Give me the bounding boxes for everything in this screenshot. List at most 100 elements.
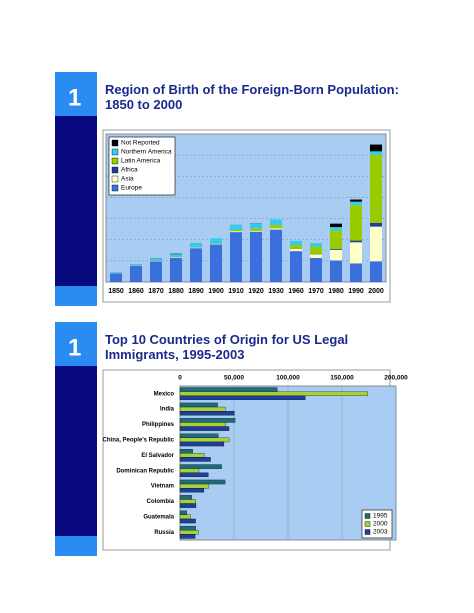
x-tick-label: 1980 — [328, 288, 344, 295]
bar — [179, 525, 196, 531]
bar — [179, 514, 191, 520]
bar-segment — [310, 254, 322, 258]
bar-segment — [190, 243, 202, 248]
legend-swatch — [364, 513, 371, 519]
bar — [179, 499, 196, 504]
bar — [179, 426, 230, 431]
bar-segment — [270, 219, 282, 225]
bar — [179, 518, 196, 524]
bar-segment — [270, 229, 282, 282]
legend-swatch — [111, 148, 119, 156]
bar — [179, 503, 197, 508]
bar-segment — [350, 205, 362, 241]
bar-segment — [370, 226, 382, 262]
x-tick-label: 1970 — [308, 288, 324, 295]
badge — [55, 330, 97, 366]
legend-swatch — [111, 157, 119, 165]
bar — [179, 406, 226, 412]
bar-segment — [250, 223, 262, 229]
bar — [179, 464, 222, 469]
x-tick-label: 1960 — [288, 288, 304, 295]
bar-segment — [350, 199, 362, 202]
x-tick-label: 1930 — [268, 288, 284, 295]
bar-segment — [250, 231, 262, 282]
bar-segment — [350, 201, 362, 206]
bar — [179, 453, 205, 458]
bar-segment — [310, 243, 322, 247]
x-tick-label: 100,000 — [276, 375, 300, 382]
bar-segment — [230, 232, 242, 282]
bar — [179, 510, 187, 515]
badge-top — [55, 322, 97, 330]
bar-segment — [370, 144, 382, 152]
bar-segment — [290, 240, 302, 246]
bar-segment — [270, 228, 282, 230]
bar-segment — [330, 223, 342, 228]
y-tick-label: China, People's Republic — [103, 437, 175, 443]
legend-label: Asia — [121, 176, 134, 183]
x-tick-label: 1850 — [108, 288, 124, 295]
bar-segment — [150, 258, 162, 261]
x-tick-label: 1990 — [348, 288, 364, 295]
bar-segment — [330, 260, 342, 282]
y-tick-label: Colombia — [147, 499, 175, 505]
bar-segment — [370, 222, 382, 227]
x-tick-label: 1890 — [188, 288, 204, 295]
legend-box — [108, 136, 176, 196]
bar — [179, 387, 278, 392]
badge-number: 1 — [68, 84, 81, 111]
bar-segment — [110, 273, 122, 282]
badge — [55, 80, 97, 116]
y-tick-label: India — [160, 407, 175, 413]
y-tick-label: Mexico — [154, 391, 175, 397]
x-tick-label: 1870 — [148, 288, 164, 295]
bar-segment — [170, 254, 182, 258]
legend-swatch — [111, 175, 119, 183]
side-foot — [55, 286, 97, 306]
legend-swatch — [111, 184, 119, 192]
bar-segment — [330, 227, 342, 231]
x-tick-label: 1900 — [208, 288, 224, 295]
x-tick-label: 200,000 — [384, 375, 408, 382]
bar-segment — [370, 154, 382, 223]
x-tick-label: 1860 — [128, 288, 144, 295]
bar-segment — [350, 242, 362, 264]
bar-segment — [370, 151, 382, 155]
bar — [179, 411, 235, 416]
y-tick-label: Russia — [154, 530, 174, 536]
bar — [179, 437, 230, 443]
legend-swatch — [364, 529, 371, 535]
bar — [179, 418, 236, 423]
x-tick-label: 1920 — [248, 288, 264, 295]
bar — [179, 433, 219, 438]
bar-segment — [250, 228, 262, 231]
bar-segment — [170, 257, 182, 282]
bar — [179, 457, 211, 462]
x-tick-label: 1880 — [168, 288, 184, 295]
y-tick-label: Vietnam — [151, 484, 174, 490]
bar — [179, 479, 226, 485]
badge-top — [55, 72, 97, 80]
bar — [179, 395, 306, 401]
legend-label: Northern America — [121, 149, 172, 156]
bar-segment — [330, 230, 342, 250]
bar-segment — [290, 249, 302, 252]
bar-segment — [290, 251, 302, 282]
side-foot — [55, 536, 97, 556]
legend-swatch — [111, 166, 119, 174]
bar-segment — [130, 264, 142, 266]
legend-label: Latin America — [121, 158, 161, 165]
badge-number: 1 — [68, 334, 81, 361]
bar-segment — [210, 243, 222, 244]
legend-label: Not Reported — [121, 140, 160, 147]
bar-segment — [230, 229, 242, 232]
legend-label: 1995 — [373, 513, 388, 520]
x-tick-label: 1910 — [228, 288, 244, 295]
bar-segment — [230, 231, 242, 233]
bar — [179, 422, 227, 427]
bar — [179, 448, 193, 454]
side-bar — [55, 116, 97, 286]
bar-segment — [290, 245, 302, 249]
